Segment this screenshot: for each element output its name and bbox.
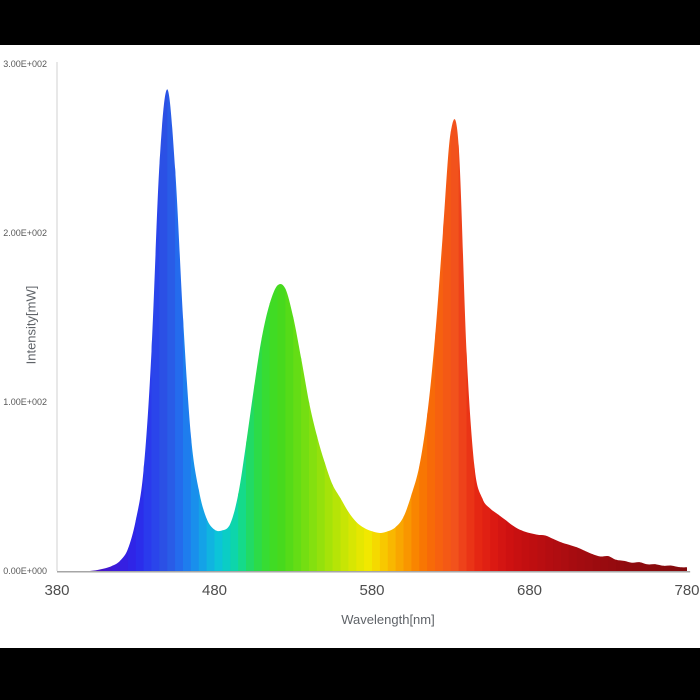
y-tick-label: 1.00E+002 bbox=[3, 397, 47, 407]
y-tick-label: 0.00E+000 bbox=[3, 566, 47, 576]
x-tick-label: 580 bbox=[359, 582, 385, 599]
x-tick-label: 680 bbox=[516, 582, 543, 599]
letterbox-bottom bbox=[0, 648, 700, 700]
y-axis-title: Intensity[mW] bbox=[23, 285, 39, 365]
letterbox-top bbox=[0, 0, 700, 45]
x-axis-title: Wavelength[nm] bbox=[341, 612, 435, 627]
spectrum-area bbox=[88, 89, 687, 571]
x-tick-label: 480 bbox=[201, 582, 228, 599]
x-tick-label: 380 bbox=[44, 582, 70, 599]
y-tick-label: 3.00E+002 bbox=[3, 59, 47, 69]
y-tick-label: 2.00E+002 bbox=[3, 228, 47, 238]
x-tick-label: 780 bbox=[674, 582, 700, 599]
